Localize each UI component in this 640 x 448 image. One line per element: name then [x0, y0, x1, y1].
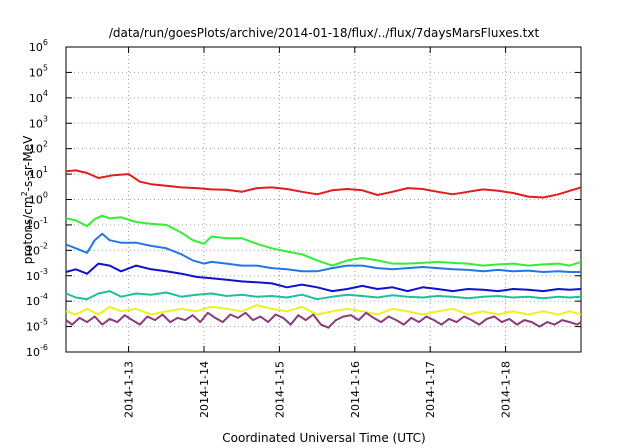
y-tick-labels: 10-6 10-5 10-4 10-3 10-2 10-1 100 101 102 103 104 1… — [26, 38, 48, 359]
x-tick-label: 2014-1-14 — [198, 361, 211, 418]
series-7-line — [65, 311, 582, 329]
y-tick-label: 10-6 — [26, 343, 48, 359]
y-tick-label: 10-2 — [26, 241, 48, 257]
y-axis-title-part-2: -s-sr-MeV — [21, 135, 35, 191]
x-tick-label: 2014-1-13 — [123, 361, 136, 418]
y-tick-label: 102 — [29, 140, 48, 156]
y-axis-title-part-1: protons/cm — [21, 196, 35, 264]
series-group — [65, 169, 582, 329]
y-tick-label: 106 — [29, 38, 48, 54]
x-tick-label: 2014-1-18 — [500, 361, 513, 418]
series-6-line — [65, 304, 582, 316]
y-tick-label: 104 — [29, 89, 48, 105]
x-tick-labels: 2014-1-13 2014-1-14 2014-1-15 2014-1-16 2014… — [123, 361, 513, 418]
x-tick-label: 2014-1-16 — [349, 361, 362, 418]
y-tick-label: 10-4 — [26, 292, 48, 308]
x-tick-label: 2014-1-15 — [273, 361, 286, 418]
x-axis-title: Coordinated Universal Time (UTC) — [222, 431, 425, 445]
y-tick-label: 10-5 — [26, 318, 48, 334]
y-tick-label: 10-1 — [26, 216, 48, 232]
y-tick-label: 100 — [29, 191, 48, 207]
y-tick-label: 10-3 — [26, 267, 48, 283]
y-tick-label: 101 — [29, 165, 48, 181]
series-5-line — [65, 290, 582, 301]
x-tick-label: 2014-1-17 — [424, 361, 437, 418]
chart-title: /data/run/goesPlots/archive/2014-01-18/f… — [109, 26, 540, 40]
axis-ticks — [66, 46, 581, 353]
series-3-line — [65, 232, 581, 273]
plot-frame — [65, 46, 582, 353]
y-axis-title-superscript: 2 — [20, 191, 29, 196]
y-axis-title: protons/cm2-s-sr-MeV — [20, 135, 35, 264]
series-1-line — [65, 169, 582, 199]
grid — [66, 47, 581, 352]
y-tick-label: 105 — [29, 63, 48, 79]
series-4-line — [65, 262, 582, 293]
series-2-line — [65, 214, 582, 267]
y-tick-label: 103 — [29, 114, 48, 130]
